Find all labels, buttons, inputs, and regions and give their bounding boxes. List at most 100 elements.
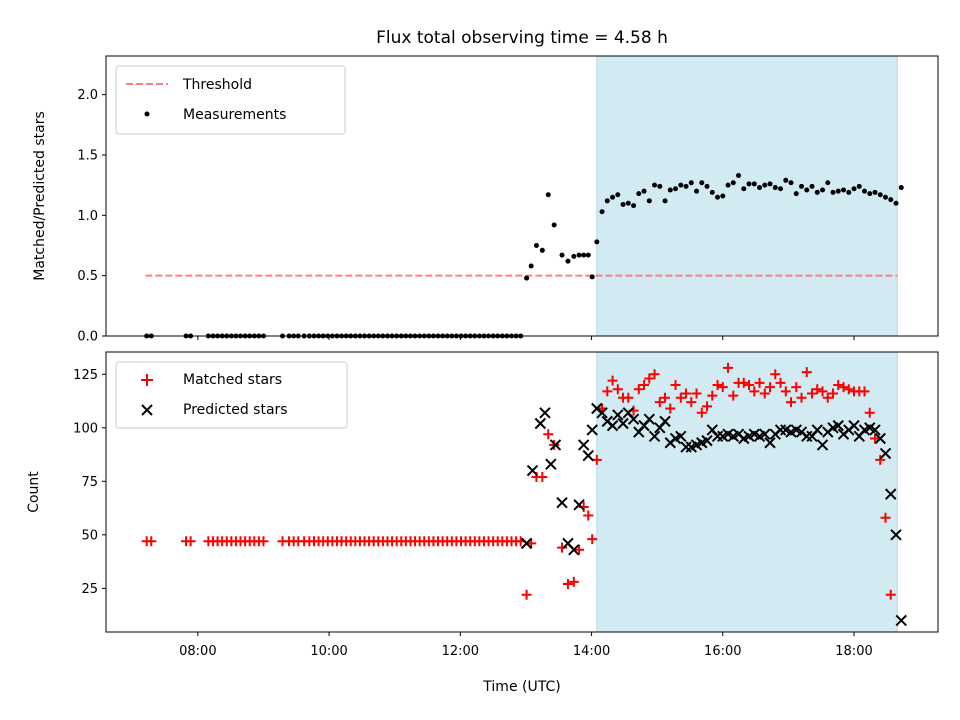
matched-star-point bbox=[537, 472, 548, 483]
matched-star-point bbox=[654, 397, 665, 408]
matched-star-point bbox=[707, 390, 718, 401]
bottom-plot-frame bbox=[105, 351, 939, 633]
measurement-point bbox=[662, 198, 668, 204]
legend-predicted-label: Predicted stars bbox=[183, 402, 288, 418]
measurement-point bbox=[725, 182, 731, 188]
measurement-point bbox=[559, 252, 565, 258]
predicted-star-point bbox=[879, 447, 892, 460]
y-tick-label: 25 bbox=[81, 582, 98, 597]
measurement-point bbox=[715, 194, 721, 200]
measurement-point bbox=[641, 188, 647, 194]
measurement-point bbox=[856, 183, 862, 189]
matched-star-point bbox=[728, 390, 739, 401]
predicted-star-point bbox=[612, 409, 624, 421]
x-tick-label: 12:00 bbox=[442, 644, 479, 659]
matched-star-point bbox=[543, 429, 554, 440]
matched-star-point bbox=[870, 433, 881, 444]
matched-star-point bbox=[822, 392, 833, 403]
predicted-star-point bbox=[627, 413, 640, 425]
matched-star-point bbox=[828, 388, 839, 399]
measurement-point bbox=[862, 188, 868, 194]
y-tick-label: 2.0 bbox=[77, 88, 98, 103]
predicted-star-point bbox=[832, 419, 844, 432]
measurement-point bbox=[694, 188, 700, 194]
measurement-point bbox=[867, 191, 873, 197]
y-tick-label: 75 bbox=[81, 475, 98, 490]
predicted-star-point bbox=[573, 499, 585, 511]
measurement-point bbox=[636, 191, 642, 197]
legend-matched-swatch bbox=[141, 374, 153, 386]
matched-star-point bbox=[258, 536, 269, 547]
predicted-star-point bbox=[874, 432, 886, 445]
predicted-star-point bbox=[801, 430, 813, 443]
top-legend: Threshold Measurements bbox=[115, 65, 346, 135]
measurement-point bbox=[841, 187, 847, 193]
measurement-point bbox=[730, 180, 736, 186]
matched-star-point bbox=[574, 544, 585, 555]
predicted-star-point bbox=[890, 529, 902, 541]
matched-star-point bbox=[665, 403, 676, 414]
measurement-point bbox=[741, 186, 747, 192]
predicted-star-point bbox=[680, 441, 692, 453]
measurement-point bbox=[657, 183, 663, 189]
matched-star-point bbox=[185, 536, 196, 547]
measurement-point bbox=[799, 183, 805, 189]
measurement-point bbox=[688, 180, 694, 186]
predicted-star-point bbox=[617, 417, 629, 430]
measurement-point bbox=[678, 182, 684, 188]
matched-star-point bbox=[660, 392, 671, 403]
measurement-point bbox=[877, 192, 883, 198]
measurement-point bbox=[581, 252, 587, 258]
measurement-point bbox=[533, 242, 539, 248]
measurement-point bbox=[615, 192, 621, 198]
measurement-point bbox=[783, 177, 789, 183]
predicted-star-point bbox=[520, 537, 533, 550]
measurement-point bbox=[809, 183, 815, 189]
y-tick-label: 100 bbox=[73, 421, 98, 436]
measurement-point bbox=[524, 275, 530, 281]
matched-star-point bbox=[521, 589, 532, 600]
measurement-point bbox=[893, 200, 899, 206]
matched-star-point bbox=[859, 386, 870, 397]
measurement-point bbox=[599, 209, 605, 215]
measurement-point bbox=[793, 191, 799, 197]
matched-star-point bbox=[717, 382, 728, 393]
matched-star-point bbox=[607, 375, 618, 386]
matched-star-point bbox=[885, 589, 896, 600]
matched-star-point bbox=[744, 379, 755, 390]
y-tick-label: 1.0 bbox=[77, 209, 98, 224]
predicted-star-point bbox=[885, 488, 897, 500]
measurement-point bbox=[767, 181, 773, 187]
matched-star-point bbox=[770, 369, 781, 380]
matched-star-point bbox=[791, 382, 802, 393]
matched-star-point bbox=[612, 384, 623, 395]
legend-threshold-label: Threshold bbox=[182, 77, 252, 93]
measurement-point bbox=[804, 187, 810, 193]
matched-star-point bbox=[723, 362, 734, 373]
y-tick-label: 1.5 bbox=[77, 148, 98, 163]
predicted-star-point bbox=[659, 415, 671, 428]
matched-star-point bbox=[812, 384, 823, 395]
measurement-point bbox=[704, 183, 710, 189]
matched-star-point bbox=[765, 382, 776, 393]
legend-matched-label: Matched stars bbox=[183, 372, 282, 388]
predicted-star-point bbox=[675, 430, 687, 443]
measurement-point bbox=[604, 198, 610, 204]
predicted-star-point bbox=[895, 614, 907, 627]
measurement-point bbox=[576, 252, 582, 258]
matched-star-point bbox=[583, 510, 594, 521]
predicted-star-point bbox=[534, 417, 547, 430]
matched-star-point bbox=[759, 388, 770, 399]
measurement-point bbox=[872, 189, 878, 195]
measurement-point bbox=[631, 203, 637, 209]
measurement-point bbox=[589, 274, 595, 280]
matched-star-point bbox=[880, 512, 891, 523]
bottom-y-axis-label: Count bbox=[26, 471, 42, 513]
measurement-point bbox=[835, 188, 841, 194]
measurement-point bbox=[551, 222, 557, 228]
matched-star-point bbox=[686, 397, 697, 408]
matched-star-point bbox=[796, 392, 807, 403]
measurement-point bbox=[673, 186, 679, 192]
measurement-point bbox=[652, 182, 658, 188]
measurement-point bbox=[751, 181, 757, 187]
